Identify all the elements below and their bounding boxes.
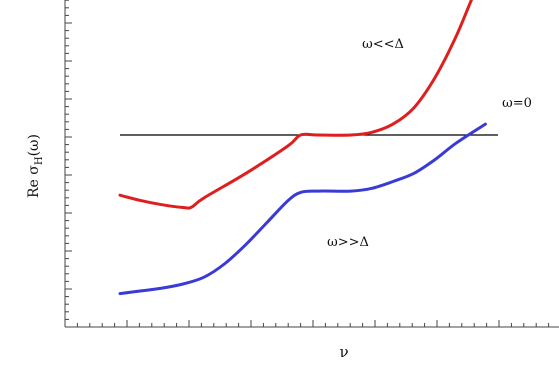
reference-line-label: ω=0 [502, 96, 532, 111]
plot-area [118, 0, 498, 296]
series-label-omega-low: ω<<Δ [362, 37, 404, 52]
y-axis-label-main: Re σ [26, 165, 42, 198]
y-axis-label: Re σH(ω) [26, 134, 45, 198]
x-axis-label: ν [339, 343, 348, 361]
y-axis-label-subscript: H [34, 156, 45, 165]
y-axis-label-tail: (ω) [26, 134, 42, 156]
series-label-omega-high: ω>>Δ [327, 235, 369, 250]
series-line-omega-high [118, 122, 487, 296]
axis-ticks [64, 0, 550, 328]
series-line-omega-low [118, 0, 474, 210]
